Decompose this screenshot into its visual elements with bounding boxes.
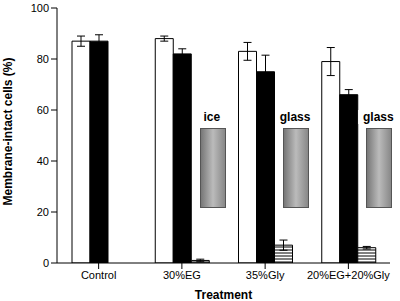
- html-text:glass: glass: [279, 109, 311, 124]
- svg-text:35%Gly: 35%Gly: [246, 269, 285, 281]
- svg-text:Membrane-intact cells (%): Membrane-intact cells (%): [1, 57, 15, 205]
- svg-text:30%EG: 30%EG: [163, 269, 201, 281]
- html-text:ice: ice: [203, 109, 221, 124]
- svg-text:20%EG+20%Gly: 20%EG+20%Gly: [307, 269, 390, 281]
- svg-text:80: 80: [37, 53, 49, 65]
- svg-text:Control: Control: [81, 269, 116, 281]
- svg-text:0: 0: [43, 257, 49, 269]
- svg-text:60: 60: [37, 104, 49, 116]
- html-text:glass: glass: [363, 109, 394, 124]
- svg-text:Treatment: Treatment: [195, 288, 252, 301]
- svg-text:20: 20: [37, 206, 49, 218]
- svg-text:100: 100: [31, 2, 49, 14]
- svg-text:40: 40: [37, 155, 49, 167]
